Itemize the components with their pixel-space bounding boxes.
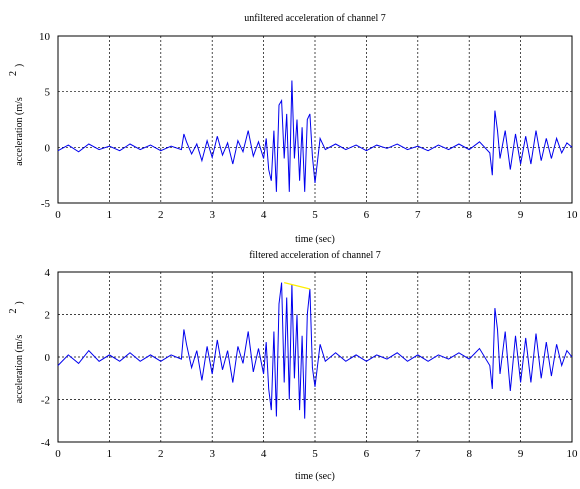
x-tick-label: 3 — [209, 448, 215, 460]
y-tick-label: -4 — [41, 437, 51, 449]
y-axis-label-close: ) — [14, 64, 25, 67]
x-tick-label: 10 — [567, 448, 579, 460]
x-tick-label: 7 — [415, 448, 421, 460]
x-tick-label: 1 — [107, 209, 113, 221]
y-tick-label: 10 — [39, 31, 51, 43]
y-axis-label: acceleration (m/s — [14, 97, 25, 166]
y-tick-label: 5 — [45, 87, 51, 99]
x-tick-label: 1 — [107, 448, 113, 460]
chart-unfiltered: unfiltered acceleration of channel 7 0 1 2 3… — [8, 13, 578, 245]
highlight-segment — [284, 282, 311, 290]
x-tick-label: 6 — [364, 448, 370, 460]
x-tick-label: 10 — [567, 209, 579, 221]
x-tick-label: 6 — [364, 209, 370, 221]
x-tick-label: 5 — [312, 209, 318, 221]
chart-title: unfiltered acceleration of channel 7 — [244, 13, 386, 24]
x-tick-label: 0 — [55, 448, 61, 460]
x-tick-label: 0 — [55, 209, 61, 221]
series-line — [57, 282, 573, 419]
y-tick-label: -2 — [41, 395, 50, 407]
x-tick-label: 3 — [209, 209, 215, 221]
series-line — [57, 80, 573, 192]
y-axis-label-superscript: 2 — [8, 71, 19, 76]
x-tick-label: 2 — [158, 448, 164, 460]
x-tick-label: 4 — [261, 209, 267, 221]
y-axis-label-superscript: 2 — [8, 309, 19, 314]
x-tick-label: 8 — [466, 209, 472, 221]
x-axis-label: time (sec) — [295, 234, 335, 245]
x-tick-label: 7 — [415, 209, 421, 221]
y-tick-label: 4 — [45, 267, 51, 279]
y-axis-label-group: acceleration (m/s 2) — [8, 301, 25, 403]
x-tick-label: 4 — [261, 448, 267, 460]
y-tick-label: 0 — [45, 352, 51, 364]
y-tick-label: -5 — [41, 198, 51, 210]
y-axis-label-group: acceleration (m/s 2) — [8, 64, 25, 166]
x-tick-label: 8 — [466, 448, 472, 460]
x-tick-label: 9 — [518, 209, 524, 221]
x-tick-label: 5 — [312, 448, 318, 460]
y-axis-label-close: ) — [14, 301, 25, 304]
chart-filtered: filtered acceleration of channel 7 0 1 2 3 4 5… — [8, 250, 578, 482]
plot-frame — [57, 35, 573, 204]
chart-title: filtered acceleration of channel 7 — [249, 250, 381, 261]
y-tick-label: 2 — [45, 310, 51, 322]
x-tick-label: 2 — [158, 209, 164, 221]
x-tick-label: 9 — [518, 448, 524, 460]
x-axis-label: time (sec) — [295, 471, 335, 482]
y-tick-label: 0 — [45, 142, 51, 154]
y-axis-label: acceleration (m/s — [14, 335, 25, 404]
